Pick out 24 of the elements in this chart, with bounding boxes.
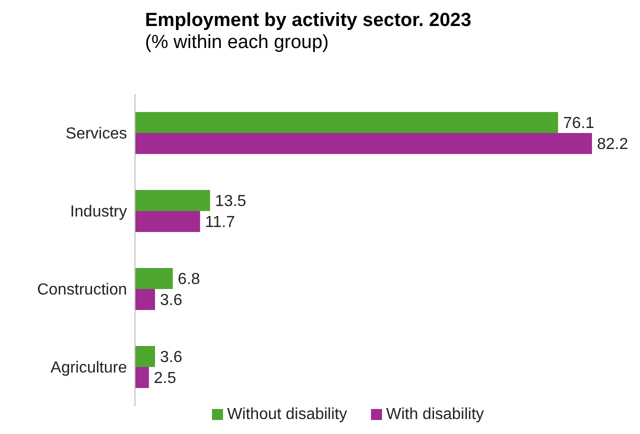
chart-title: Employment by activity sector. 2023 [145, 10, 472, 32]
bar [135, 132, 592, 154]
bar [135, 346, 156, 367]
bar [135, 190, 210, 211]
legend-label: With disability [386, 406, 484, 423]
y-tick-label: Services [66, 126, 127, 143]
bar [135, 112, 558, 133]
data-label: 3.6 [160, 349, 182, 366]
data-label: 2.5 [154, 370, 176, 388]
data-label: 76.1 [563, 115, 594, 132]
y-tick-label: Agriculture [50, 360, 128, 377]
data-label: 13.5 [215, 193, 246, 210]
y-tick-label: Construction [37, 282, 127, 299]
chart-subtitle: (% within each group) [145, 32, 330, 54]
legend-label: Without disability [227, 406, 348, 423]
bar [135, 210, 200, 232]
bar [135, 366, 149, 388]
data-label: 3.6 [160, 292, 182, 310]
data-label: 82.2 [597, 136, 628, 154]
data-label: 6.8 [178, 271, 200, 288]
data-label: 11.7 [205, 214, 236, 232]
bar [135, 288, 156, 310]
bar [135, 268, 173, 289]
y-tick-label: Industry [70, 204, 127, 221]
